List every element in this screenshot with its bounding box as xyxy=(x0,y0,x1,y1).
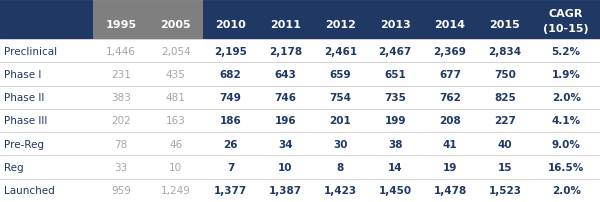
Text: 196: 196 xyxy=(275,116,296,126)
Text: 643: 643 xyxy=(274,69,296,80)
Text: 435: 435 xyxy=(166,69,185,80)
Bar xyxy=(148,0,203,40)
Text: 651: 651 xyxy=(384,69,406,80)
Text: 2,834: 2,834 xyxy=(488,46,521,56)
Bar xyxy=(0,109,600,133)
Text: 2010: 2010 xyxy=(215,20,246,30)
Text: 2,178: 2,178 xyxy=(269,46,302,56)
Text: 1,377: 1,377 xyxy=(214,185,247,195)
Bar xyxy=(203,0,258,40)
Bar xyxy=(0,86,600,109)
Text: 1,446: 1,446 xyxy=(106,46,136,56)
Text: 202: 202 xyxy=(111,116,131,126)
Text: 10: 10 xyxy=(169,162,182,172)
Text: 659: 659 xyxy=(329,69,351,80)
Text: 227: 227 xyxy=(494,116,516,126)
Bar xyxy=(0,40,600,63)
Bar xyxy=(258,0,313,40)
Bar xyxy=(313,0,368,40)
Text: 1,523: 1,523 xyxy=(488,185,521,195)
Text: Preclinical: Preclinical xyxy=(4,46,57,56)
Bar xyxy=(532,0,600,40)
Text: 46: 46 xyxy=(169,139,182,149)
Text: 2015: 2015 xyxy=(490,20,520,30)
Text: 208: 208 xyxy=(439,116,461,126)
Text: 33: 33 xyxy=(114,162,127,172)
Text: 746: 746 xyxy=(274,93,296,103)
Text: 163: 163 xyxy=(166,116,185,126)
Text: 682: 682 xyxy=(220,69,241,80)
Text: 2,369: 2,369 xyxy=(434,46,466,56)
Text: 186: 186 xyxy=(220,116,241,126)
Bar xyxy=(0,0,94,40)
Text: 750: 750 xyxy=(494,69,516,80)
Text: 78: 78 xyxy=(114,139,127,149)
Text: Launched: Launched xyxy=(4,185,55,195)
Text: 1,423: 1,423 xyxy=(324,185,357,195)
Text: 4.1%: 4.1% xyxy=(551,116,581,126)
Text: 2011: 2011 xyxy=(270,20,301,30)
Text: CAGR: CAGR xyxy=(549,9,583,19)
Text: 1,387: 1,387 xyxy=(269,185,302,195)
Bar xyxy=(368,0,422,40)
Bar xyxy=(0,63,600,86)
Bar xyxy=(422,0,478,40)
Text: Pre-Reg: Pre-Reg xyxy=(4,139,44,149)
Text: Phase III: Phase III xyxy=(4,116,47,126)
Text: 38: 38 xyxy=(388,139,403,149)
Text: 481: 481 xyxy=(166,93,185,103)
Text: 30: 30 xyxy=(333,139,347,149)
Text: 749: 749 xyxy=(220,93,241,103)
Text: 677: 677 xyxy=(439,69,461,80)
Text: 14: 14 xyxy=(388,162,403,172)
Text: 40: 40 xyxy=(497,139,512,149)
Text: 735: 735 xyxy=(384,93,406,103)
Bar xyxy=(94,0,148,40)
Text: 15: 15 xyxy=(497,162,512,172)
Text: 754: 754 xyxy=(329,93,351,103)
Text: 34: 34 xyxy=(278,139,293,149)
Text: 26: 26 xyxy=(223,139,238,149)
Text: 201: 201 xyxy=(329,116,351,126)
Text: 2,461: 2,461 xyxy=(324,46,357,56)
Text: 41: 41 xyxy=(443,139,457,149)
Text: 2.0%: 2.0% xyxy=(551,93,581,103)
Text: 1,450: 1,450 xyxy=(379,185,412,195)
Text: 5.2%: 5.2% xyxy=(551,46,581,56)
Text: 9.0%: 9.0% xyxy=(552,139,581,149)
Text: (10-15): (10-15) xyxy=(544,24,589,34)
Text: 1,249: 1,249 xyxy=(161,185,191,195)
Text: Reg: Reg xyxy=(4,162,23,172)
Text: 2,467: 2,467 xyxy=(379,46,412,56)
Bar xyxy=(0,133,600,156)
Text: 959: 959 xyxy=(111,185,131,195)
Text: 2,195: 2,195 xyxy=(214,46,247,56)
Text: 1.9%: 1.9% xyxy=(552,69,581,80)
Text: 2005: 2005 xyxy=(160,20,191,30)
Text: 7: 7 xyxy=(227,162,234,172)
Text: 19: 19 xyxy=(443,162,457,172)
Text: 762: 762 xyxy=(439,93,461,103)
Text: 2,054: 2,054 xyxy=(161,46,191,56)
Text: 10: 10 xyxy=(278,162,293,172)
Bar xyxy=(0,156,600,179)
Text: 1995: 1995 xyxy=(105,20,136,30)
Text: 1,478: 1,478 xyxy=(433,185,467,195)
Text: 231: 231 xyxy=(111,69,131,80)
Text: 2014: 2014 xyxy=(434,20,466,30)
Bar xyxy=(478,0,532,40)
Text: 2013: 2013 xyxy=(380,20,410,30)
Text: 825: 825 xyxy=(494,93,516,103)
Bar xyxy=(0,179,600,202)
Text: 2012: 2012 xyxy=(325,20,356,30)
Text: 199: 199 xyxy=(385,116,406,126)
Text: 383: 383 xyxy=(111,93,131,103)
Text: 16.5%: 16.5% xyxy=(548,162,584,172)
Text: 2.0%: 2.0% xyxy=(551,185,581,195)
Text: Phase I: Phase I xyxy=(4,69,41,80)
Text: 8: 8 xyxy=(337,162,344,172)
Text: Phase II: Phase II xyxy=(4,93,44,103)
